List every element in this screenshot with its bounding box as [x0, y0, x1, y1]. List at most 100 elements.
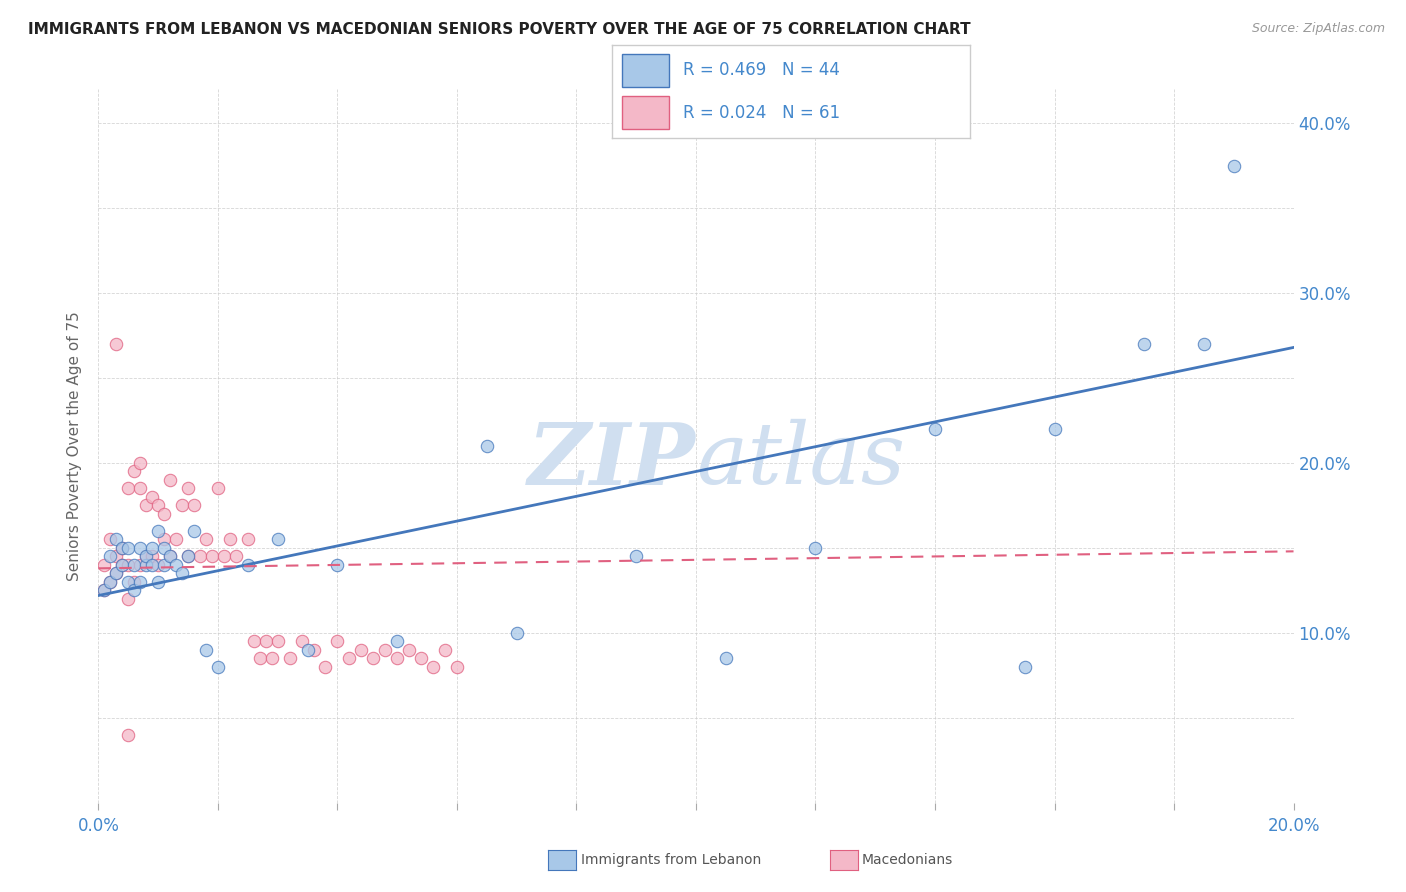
- Point: [236, 533, 259, 547]
- Text: Source: ZipAtlas.com: Source: ZipAtlas.com: [1251, 22, 1385, 36]
- Point: [201, 549, 224, 564]
- Point: [117, 558, 139, 572]
- Point: [93, 583, 115, 598]
- Point: [159, 549, 181, 564]
- Point: [195, 533, 218, 547]
- Point: [135, 549, 157, 564]
- Point: [159, 473, 181, 487]
- Point: [350, 643, 373, 657]
- Point: [111, 541, 134, 555]
- Point: [111, 558, 134, 572]
- Text: atlas: atlas: [696, 419, 905, 501]
- Point: [124, 583, 146, 598]
- Point: [129, 456, 152, 470]
- Point: [141, 541, 163, 555]
- Point: [135, 549, 157, 564]
- Point: [129, 574, 152, 589]
- Text: IMMIGRANTS FROM LEBANON VS MACEDONIAN SENIORS POVERTY OVER THE AGE OF 75 CORRELA: IMMIGRANTS FROM LEBANON VS MACEDONIAN SE…: [28, 22, 970, 37]
- Point: [1043, 422, 1066, 436]
- Point: [129, 558, 152, 572]
- Point: [385, 651, 409, 665]
- Point: [105, 566, 128, 581]
- Point: [326, 634, 349, 648]
- Point: [98, 533, 122, 547]
- Point: [225, 549, 247, 564]
- Point: [153, 533, 176, 547]
- Point: [249, 651, 271, 665]
- Point: [374, 643, 396, 657]
- Text: R = 0.024   N = 61: R = 0.024 N = 61: [683, 103, 841, 121]
- Point: [212, 549, 235, 564]
- Point: [105, 337, 128, 351]
- Point: [475, 439, 498, 453]
- Point: [111, 558, 134, 572]
- Point: [267, 533, 290, 547]
- Point: [177, 549, 200, 564]
- Point: [117, 591, 139, 606]
- Point: [924, 422, 946, 436]
- Point: [148, 574, 170, 589]
- Text: ZIP: ZIP: [529, 418, 696, 502]
- Point: [117, 574, 139, 589]
- Point: [236, 558, 259, 572]
- Point: [105, 533, 128, 547]
- Point: [195, 643, 218, 657]
- Point: [159, 549, 181, 564]
- Point: [177, 482, 200, 496]
- Point: [172, 499, 194, 513]
- Point: [98, 549, 122, 564]
- Text: Macedonians: Macedonians: [862, 853, 953, 867]
- Point: [165, 533, 187, 547]
- Point: [105, 566, 128, 581]
- Text: R = 0.469   N = 44: R = 0.469 N = 44: [683, 62, 841, 79]
- Point: [117, 482, 139, 496]
- Point: [135, 558, 157, 572]
- Point: [254, 634, 277, 648]
- Point: [626, 549, 648, 564]
- Y-axis label: Seniors Poverty Over the Age of 75: Seniors Poverty Over the Age of 75: [67, 311, 83, 581]
- Point: [129, 482, 152, 496]
- Point: [153, 507, 176, 521]
- FancyBboxPatch shape: [623, 96, 669, 129]
- Point: [135, 499, 157, 513]
- Point: [124, 465, 146, 479]
- Point: [124, 558, 146, 572]
- Point: [117, 541, 139, 555]
- Point: [326, 558, 349, 572]
- Point: [422, 660, 444, 674]
- Point: [165, 558, 187, 572]
- Point: [398, 643, 420, 657]
- Point: [1192, 337, 1215, 351]
- Point: [188, 549, 211, 564]
- Point: [385, 634, 409, 648]
- Point: [141, 549, 163, 564]
- FancyBboxPatch shape: [623, 54, 669, 87]
- Point: [183, 499, 205, 513]
- Point: [434, 643, 457, 657]
- Point: [278, 651, 301, 665]
- Point: [207, 482, 229, 496]
- Point: [98, 574, 122, 589]
- Point: [1133, 337, 1156, 351]
- Point: [105, 549, 128, 564]
- Point: [148, 558, 170, 572]
- Point: [153, 541, 176, 555]
- Point: [302, 643, 325, 657]
- Point: [207, 660, 229, 674]
- Point: [93, 583, 115, 598]
- Point: [260, 651, 283, 665]
- Point: [804, 541, 827, 555]
- Point: [339, 651, 361, 665]
- Point: [315, 660, 337, 674]
- Point: [93, 558, 115, 572]
- Point: [446, 660, 468, 674]
- Point: [243, 634, 266, 648]
- Point: [124, 574, 146, 589]
- Point: [177, 549, 200, 564]
- Point: [267, 634, 290, 648]
- Point: [411, 651, 433, 665]
- Point: [141, 558, 163, 572]
- Text: Immigrants from Lebanon: Immigrants from Lebanon: [581, 853, 761, 867]
- Point: [117, 728, 139, 742]
- Point: [98, 574, 122, 589]
